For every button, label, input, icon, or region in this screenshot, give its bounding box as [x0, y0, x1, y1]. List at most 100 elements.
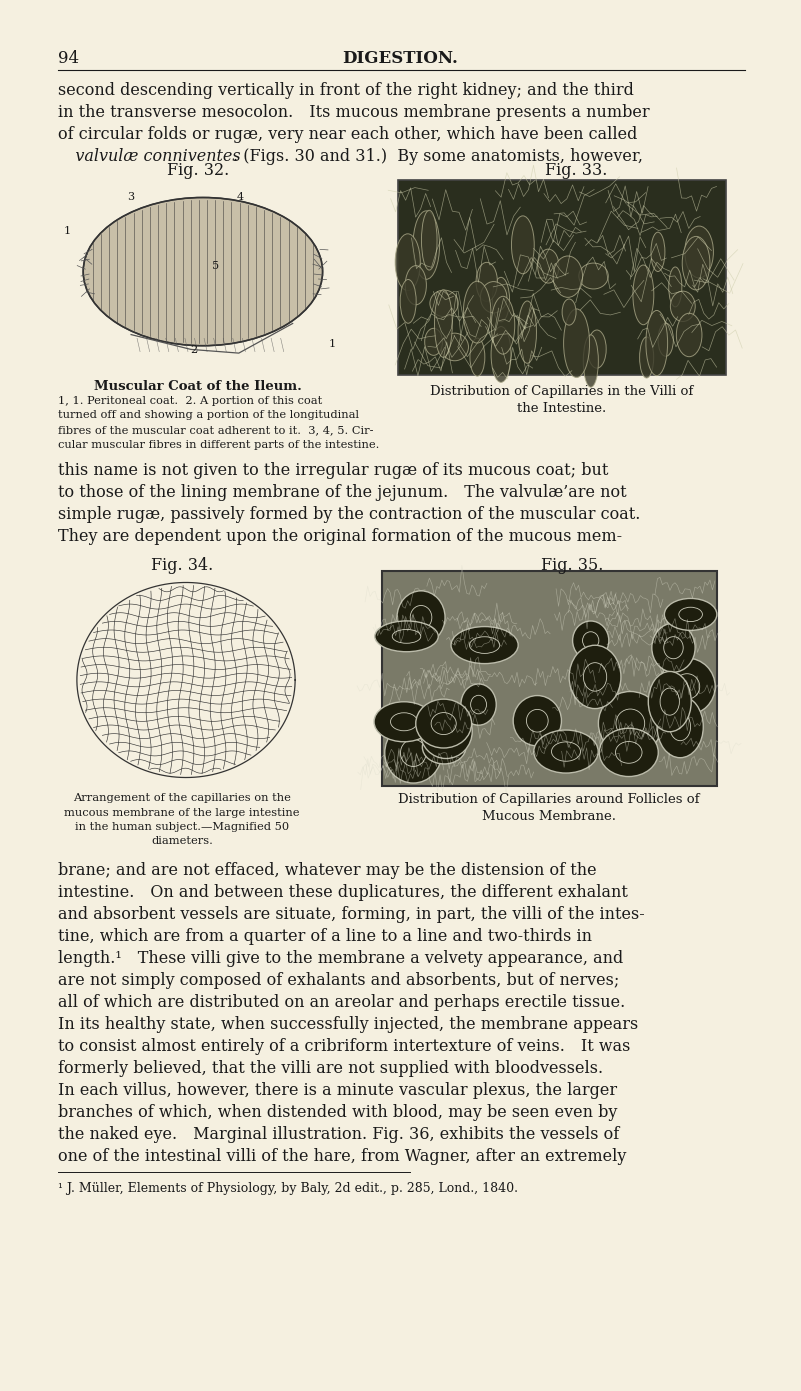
Ellipse shape	[553, 256, 582, 298]
Text: and absorbent vessels are situate, forming, in part, the villi of the intes-: and absorbent vessels are situate, formi…	[58, 906, 645, 924]
Ellipse shape	[657, 696, 703, 758]
Ellipse shape	[598, 691, 662, 755]
Ellipse shape	[512, 216, 534, 274]
Text: this name is not given to the irregular rugæ of its mucous coat; but: this name is not given to the irregular …	[58, 462, 609, 479]
Ellipse shape	[481, 281, 507, 313]
Text: In its healthy state, when successfully injected, the membrane appears: In its healthy state, when successfully …	[58, 1015, 638, 1034]
Ellipse shape	[374, 702, 434, 741]
Text: Muscular Coat of the Ileum.: Muscular Coat of the Ileum.	[94, 380, 302, 394]
Ellipse shape	[583, 335, 598, 387]
Ellipse shape	[676, 313, 702, 356]
Text: fibres of the muscular coat adherent to it.  3, 4, 5. Cir-: fibres of the muscular coat adherent to …	[58, 426, 373, 435]
Ellipse shape	[646, 310, 667, 376]
Text: 2: 2	[190, 345, 197, 355]
Text: ¹ J. Müller, Elements of Physiology, by Baly, 2d edit., p. 285, Lond., 1840.: ¹ J. Müller, Elements of Physiology, by …	[58, 1182, 518, 1195]
Ellipse shape	[451, 626, 518, 664]
Ellipse shape	[685, 227, 714, 278]
Text: DIGESTION.: DIGESTION.	[342, 50, 458, 67]
Text: 5: 5	[212, 260, 219, 271]
Bar	[382, 570, 717, 786]
Text: tine, which are from a quarter of a line to a line and two-thirds in: tine, which are from a quarter of a line…	[58, 928, 592, 944]
Bar	[62, 574, 310, 786]
Ellipse shape	[405, 266, 426, 305]
Text: Arrangement of the capillaries on the: Arrangement of the capillaries on the	[73, 793, 291, 803]
Text: cular muscular fibres in different parts of the intestine.: cular muscular fibres in different parts…	[58, 440, 380, 449]
Ellipse shape	[375, 620, 438, 652]
Text: branches of which, when distended with blood, may be seen even by: branches of which, when distended with b…	[58, 1104, 618, 1121]
Text: 94: 94	[58, 50, 79, 67]
Ellipse shape	[570, 645, 621, 708]
Ellipse shape	[652, 623, 695, 672]
Text: in the transverse mesocolon. Its mucous membrane presents a number: in the transverse mesocolon. Its mucous …	[58, 104, 650, 121]
Ellipse shape	[633, 266, 654, 324]
Ellipse shape	[463, 281, 491, 344]
Ellipse shape	[670, 291, 695, 321]
Text: simple rugæ, passively formed by the contraction of the muscular coat.: simple rugæ, passively formed by the con…	[58, 506, 640, 523]
Ellipse shape	[476, 263, 497, 302]
Text: to consist almost entirely of a cribriform intertexture of veins. It was: to consist almost entirely of a cribrifo…	[58, 1038, 630, 1054]
Ellipse shape	[384, 723, 442, 783]
Text: Distribution of Capillaries in the Villi of: Distribution of Capillaries in the Villi…	[430, 385, 694, 398]
Text: brane; and are not effaced, whatever may be the distension of the: brane; and are not effaced, whatever may…	[58, 862, 597, 879]
Ellipse shape	[461, 684, 497, 725]
Text: They are dependent upon the original formation of the mucous mem-: They are dependent upon the original for…	[58, 529, 622, 545]
Text: one of the intestinal villi of the hare, from Wagner, after an extremely: one of the intestinal villi of the hare,…	[58, 1148, 626, 1166]
Ellipse shape	[434, 289, 453, 357]
Text: are not simply composed of exhalants and absorbents, but of nerves;: are not simply composed of exhalants and…	[58, 972, 619, 989]
Ellipse shape	[533, 730, 598, 773]
Text: 1: 1	[64, 225, 71, 235]
Text: . (Figs. 30 and 31.)  By some anatomists, however,: . (Figs. 30 and 31.) By some anatomists,…	[233, 147, 643, 166]
Ellipse shape	[513, 696, 562, 746]
Text: formerly believed, that the villi are not supplied with bloodvessels.: formerly believed, that the villi are no…	[58, 1060, 603, 1077]
Text: in the human subject.—Magnified 50: in the human subject.—Magnified 50	[75, 822, 289, 832]
Ellipse shape	[659, 658, 715, 715]
Text: 3: 3	[127, 192, 134, 203]
Ellipse shape	[416, 700, 472, 748]
Ellipse shape	[682, 236, 710, 289]
Text: 1: 1	[328, 339, 336, 349]
Ellipse shape	[664, 598, 717, 630]
Ellipse shape	[491, 296, 515, 355]
Text: length.¹ These villi give to the membrane a velvety appearance, and: length.¹ These villi give to the membran…	[58, 950, 623, 967]
Text: Fig. 32.: Fig. 32.	[167, 161, 229, 179]
Text: intestine. On and between these duplicatures, the different exhalant: intestine. On and between these duplicat…	[58, 885, 628, 901]
Text: Fig. 35.: Fig. 35.	[541, 556, 603, 574]
Ellipse shape	[430, 291, 458, 317]
Ellipse shape	[599, 729, 658, 776]
Ellipse shape	[537, 249, 559, 284]
Bar	[58, 178, 373, 373]
Ellipse shape	[564, 309, 590, 377]
Ellipse shape	[651, 232, 665, 271]
Ellipse shape	[493, 277, 509, 321]
Text: In each villus, however, there is a minute vascular plexus, the larger: In each villus, however, there is a minu…	[58, 1082, 617, 1099]
Text: of circular folds or rugæ, very near each other, which have been called: of circular folds or rugæ, very near eac…	[58, 127, 638, 143]
Ellipse shape	[470, 338, 485, 376]
Ellipse shape	[639, 337, 654, 378]
Ellipse shape	[669, 267, 682, 307]
Text: mucous membrane of the large intestine: mucous membrane of the large intestine	[64, 808, 300, 818]
Ellipse shape	[579, 263, 608, 289]
Bar	[398, 179, 726, 376]
Ellipse shape	[413, 211, 440, 280]
Ellipse shape	[648, 672, 691, 732]
Ellipse shape	[573, 620, 609, 661]
Text: 1, 1. Peritoneal coat.  2. A portion of this coat: 1, 1. Peritoneal coat. 2. A portion of t…	[58, 396, 322, 406]
Text: second descending vertically in front of the right kidney; and the third: second descending vertically in front of…	[58, 82, 634, 99]
Text: 4: 4	[237, 192, 244, 203]
Ellipse shape	[395, 234, 421, 291]
Ellipse shape	[441, 334, 469, 360]
Ellipse shape	[588, 330, 606, 369]
Text: the Intestine.: the Intestine.	[517, 402, 606, 415]
Text: Fig. 33.: Fig. 33.	[545, 161, 607, 179]
Text: the naked eye. Marginal illustration. Fig. 36, exhibits the vessels of: the naked eye. Marginal illustration. Fi…	[58, 1125, 619, 1143]
Ellipse shape	[658, 323, 674, 356]
Ellipse shape	[518, 300, 537, 363]
Text: diameters.: diameters.	[151, 836, 213, 847]
Ellipse shape	[400, 280, 417, 323]
Ellipse shape	[491, 327, 511, 383]
Ellipse shape	[421, 210, 437, 270]
Text: valvulæ conniventes: valvulæ conniventes	[60, 147, 240, 166]
Ellipse shape	[397, 591, 445, 644]
Text: Fig. 34.: Fig. 34.	[151, 556, 213, 574]
Ellipse shape	[562, 299, 576, 325]
